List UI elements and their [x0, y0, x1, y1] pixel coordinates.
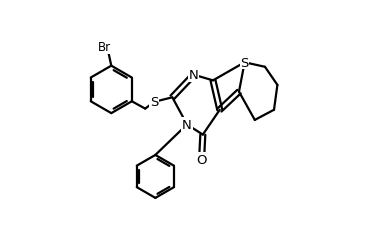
Text: S: S: [150, 96, 159, 109]
Text: N: N: [182, 118, 192, 131]
Text: S: S: [240, 56, 249, 70]
Text: N: N: [189, 69, 199, 82]
Text: Br: Br: [98, 41, 111, 54]
Text: O: O: [196, 153, 207, 166]
